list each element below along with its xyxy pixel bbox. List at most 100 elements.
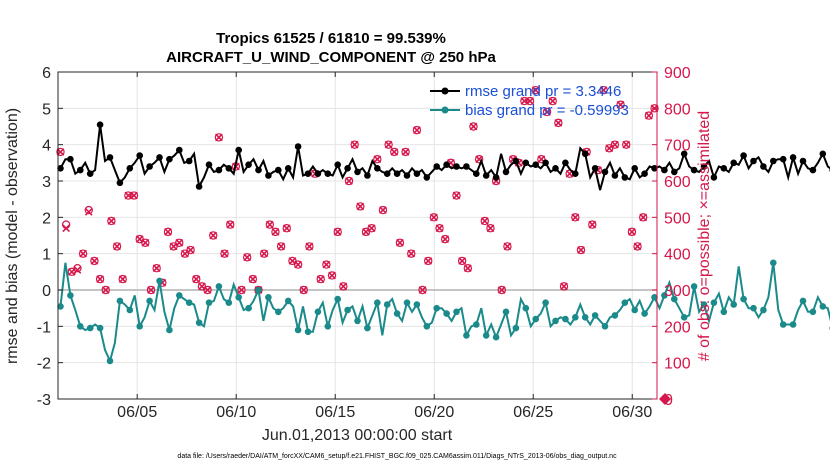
obs-assimilated-point bbox=[192, 275, 201, 283]
rmse-point bbox=[799, 157, 807, 165]
rmse-point bbox=[136, 152, 143, 159]
rmse-point bbox=[750, 157, 757, 165]
rmse-point bbox=[601, 168, 609, 176]
obs-assimilated-point bbox=[543, 108, 551, 116]
bias-point bbox=[591, 312, 599, 319]
legend-bias-label: bias grand pr = -0.59993 bbox=[465, 102, 629, 119]
obs-possible-point bbox=[474, 154, 484, 164]
obs-assimilated-point bbox=[458, 257, 467, 265]
obs-assimilated-point bbox=[622, 140, 631, 149]
rmse-point bbox=[304, 170, 312, 177]
rmse-point bbox=[57, 165, 64, 172]
y2-tick-label: 700 bbox=[664, 138, 691, 155]
rmse-point bbox=[730, 159, 737, 167]
bias-point bbox=[532, 315, 539, 323]
obs-assimilated-point bbox=[435, 224, 444, 233]
rmse-point bbox=[621, 174, 629, 181]
obs-assimilated-point bbox=[67, 267, 76, 276]
bias-point bbox=[809, 308, 817, 316]
bias-point bbox=[86, 324, 94, 332]
bias-point bbox=[215, 283, 223, 290]
bias-point bbox=[799, 297, 807, 305]
obs-assimilated-point bbox=[130, 191, 138, 200]
obs-possible-point bbox=[531, 85, 540, 95]
bias-point bbox=[770, 259, 777, 267]
obs-possible-point bbox=[226, 220, 235, 229]
rmse-point bbox=[403, 172, 411, 179]
legend-rmse-label: rmse grand pr = 3.3446 bbox=[465, 83, 621, 100]
obs-assimilated-point bbox=[305, 242, 314, 251]
bias-point bbox=[176, 292, 183, 299]
bias-point bbox=[423, 323, 431, 330]
obs-assimilated-point bbox=[118, 275, 127, 283]
rmse-point bbox=[185, 157, 193, 165]
rmse-point bbox=[779, 155, 787, 163]
obs-assimilated-point bbox=[79, 249, 87, 258]
rmse-point bbox=[433, 163, 441, 170]
obs-possible-point bbox=[452, 191, 461, 200]
obs-possible-point bbox=[242, 253, 252, 262]
rmse-point bbox=[364, 172, 371, 179]
legend-rmse-marker bbox=[441, 87, 449, 95]
obs-possible-point bbox=[548, 96, 557, 106]
obs-assimilated-point bbox=[203, 286, 212, 294]
obs-possible-point bbox=[497, 285, 506, 295]
bias-point bbox=[671, 295, 678, 303]
rmse-point bbox=[522, 159, 530, 167]
bias-point bbox=[255, 286, 262, 294]
bias-point bbox=[700, 301, 708, 308]
obs-assimilated-point bbox=[265, 220, 274, 229]
bias-point bbox=[284, 297, 292, 305]
obs-possible-point bbox=[107, 216, 116, 226]
obs-assimilated-point bbox=[243, 253, 252, 262]
bias-point bbox=[443, 310, 450, 317]
bias-point bbox=[374, 299, 381, 307]
rmse-point bbox=[314, 170, 322, 177]
bias-point bbox=[750, 304, 757, 312]
rmse-point bbox=[651, 165, 658, 172]
obs-assimilated-point bbox=[497, 286, 506, 294]
rmse-point bbox=[819, 150, 827, 158]
obs-assimilated-point bbox=[531, 86, 540, 95]
obs-possible-point bbox=[237, 285, 246, 295]
plot-area bbox=[58, 72, 657, 399]
bias-point bbox=[245, 304, 252, 312]
rmse-point bbox=[502, 168, 510, 176]
rmse-point bbox=[195, 183, 203, 190]
bias-series bbox=[57, 259, 830, 365]
bias-point bbox=[106, 357, 114, 365]
obs-assimilated-point bbox=[413, 126, 421, 134]
obs-possible-point bbox=[356, 202, 365, 211]
rmse-point bbox=[700, 163, 708, 170]
obs-assimilated-point bbox=[339, 282, 348, 291]
rmse-point bbox=[215, 166, 223, 174]
obs-possible-point bbox=[339, 282, 348, 291]
obs-assimilated-point bbox=[486, 224, 495, 233]
obs-possible-point bbox=[214, 133, 224, 142]
obs-possible-point bbox=[633, 242, 642, 251]
obs-assimilated-point bbox=[333, 228, 342, 236]
bias-point bbox=[651, 294, 658, 301]
obs-possible-point bbox=[599, 85, 608, 95]
obs-possible-point bbox=[542, 107, 552, 117]
obs-assimilated-point bbox=[554, 119, 563, 127]
obs-possible-point bbox=[333, 227, 342, 237]
x-axis: 06/05 06/10 06/15 06/20 06/25 06/30 bbox=[117, 72, 652, 421]
obs-assimilated-point bbox=[452, 191, 461, 200]
rmse-point bbox=[294, 143, 302, 150]
obs-possible-point bbox=[639, 213, 648, 222]
bias-point bbox=[96, 324, 104, 332]
obs-possible-point bbox=[537, 154, 546, 164]
obs-assimilated-point bbox=[356, 202, 365, 211]
bias-point bbox=[265, 294, 272, 301]
bias-point bbox=[57, 303, 64, 310]
rmse-point bbox=[245, 161, 252, 168]
obs-assimilated-point bbox=[271, 228, 280, 236]
x-axis-label: Jun.01,2013 00:00:00 start bbox=[262, 427, 453, 444]
obs-possible-point bbox=[152, 264, 161, 273]
bias-point bbox=[146, 297, 153, 305]
obs-possible-point bbox=[503, 242, 512, 251]
obs-possible-point bbox=[276, 242, 286, 251]
obs-possible-point bbox=[73, 264, 82, 273]
obs-assimilated-point bbox=[526, 97, 534, 105]
